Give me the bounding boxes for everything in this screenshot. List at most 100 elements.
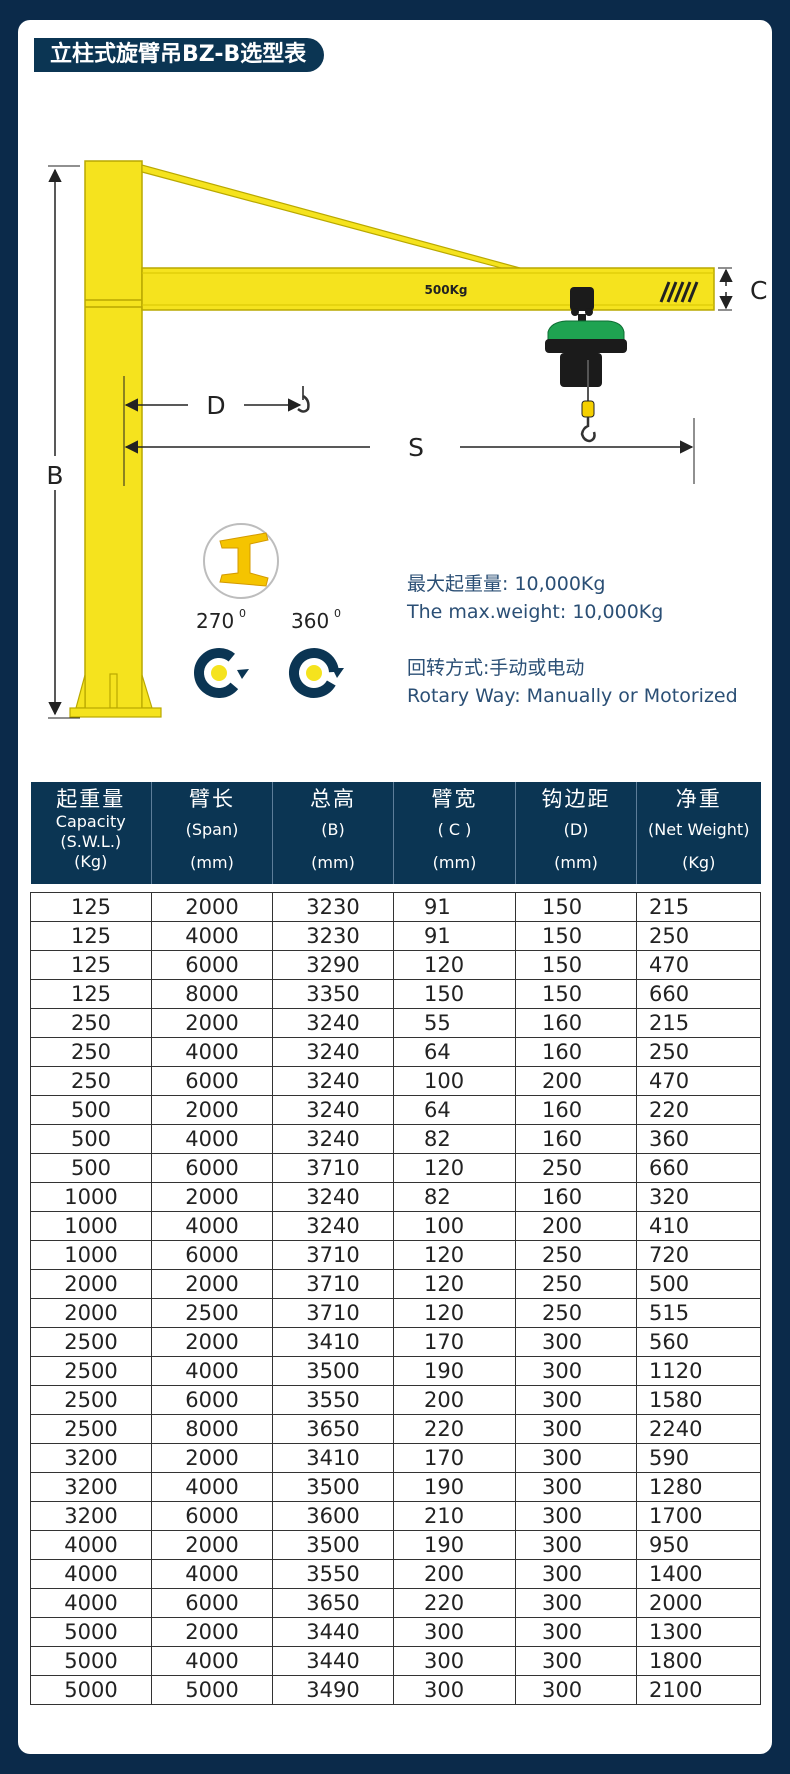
table-cell: 3410	[272, 1327, 394, 1357]
table-cell: 3230	[272, 892, 394, 922]
table-cell: 8000	[151, 1414, 273, 1444]
table-cell: 125	[30, 950, 152, 980]
table-cell: 3710	[272, 1298, 394, 1328]
table-cell: 100	[393, 1066, 516, 1096]
table-row: 125 8000 3350 150 150 660	[30, 979, 761, 1009]
table-cell: 590	[636, 1443, 761, 1473]
table-cell: 250	[636, 921, 761, 951]
table-cell: 3200	[30, 1501, 152, 1531]
table-row: 250 2000 3240 55 160 215	[30, 1008, 761, 1038]
table-cell: 3490	[272, 1675, 394, 1705]
table-cell: 3240	[272, 1008, 394, 1038]
table-cell: 500	[30, 1095, 152, 1125]
table-row: 500 6000 3710 120 250 660	[30, 1153, 761, 1183]
content-card: 立柱式旋臂吊BZ-B选型表	[18, 20, 772, 1754]
rotary-way-en: Rotary Way: Manually or Motorized	[407, 685, 738, 707]
table-cell: 120	[393, 950, 516, 980]
table-cell: 250	[636, 1037, 761, 1067]
beam-section-icon	[203, 523, 279, 599]
table-cell: 300	[515, 1559, 637, 1589]
table-cell: 250	[30, 1008, 152, 1038]
table-cell: 300	[515, 1414, 637, 1444]
rotary-way-zh: 回转方式:手动或电动	[407, 657, 585, 679]
table-cell: 300	[515, 1530, 637, 1560]
table-cell: 2000	[151, 1182, 273, 1212]
page-title: 立柱式旋臂吊BZ-B选型表	[34, 38, 325, 72]
table-row: 250 6000 3240 100 200 470	[30, 1066, 761, 1096]
table-cell: 3710	[272, 1269, 394, 1299]
table-row: 1000 4000 3240 100 200 410	[30, 1211, 761, 1241]
table-cell: 1700	[636, 1501, 761, 1531]
table-row: 5000 5000 3490 300 300 2100	[30, 1675, 761, 1705]
jib-crane-diagram: 500Kg B C	[46, 160, 767, 719]
table-cell: 950	[636, 1530, 761, 1560]
rotation-270-icon: 270 0	[194, 607, 249, 698]
table-cell: 2000	[151, 1617, 273, 1647]
table-cell: 3200	[30, 1443, 152, 1473]
table-cell: 2000	[636, 1588, 761, 1618]
table-row: 250 4000 3240 64 160 250	[30, 1037, 761, 1067]
electric-hoist	[545, 287, 627, 443]
table-cell: 2500	[30, 1414, 152, 1444]
table-cell: 3500	[272, 1356, 394, 1386]
table-row: 2500 2000 3410 170 300 560	[30, 1327, 761, 1357]
table-row: 1000 6000 3710 120 250 720	[30, 1240, 761, 1270]
rotation-360-label: 360	[291, 609, 329, 633]
table-cell: 6000	[151, 1066, 273, 1096]
rotary-way-info: 回转方式:手动或电动 Rotary Way: Manually or Motor…	[407, 654, 738, 710]
table-cell: 220	[393, 1588, 516, 1618]
table-cell: 125	[30, 892, 152, 922]
table-cell: 360	[636, 1124, 761, 1154]
table-cell: 215	[636, 892, 761, 922]
table-row: 1000 2000 3240 82 160 320	[30, 1182, 761, 1212]
table-cell: 150	[515, 892, 637, 922]
table-cell: 3200	[30, 1472, 152, 1502]
table-cell: 220	[636, 1095, 761, 1125]
table-cell: 5000	[151, 1675, 273, 1705]
table-cell: 300	[393, 1675, 516, 1705]
table-cell: 1120	[636, 1356, 761, 1386]
table-cell: 6000	[151, 1501, 273, 1531]
table-cell: 160	[515, 1124, 637, 1154]
table-cell: 120	[393, 1240, 516, 1270]
table-cell: 2000	[151, 1269, 273, 1299]
table-cell: 3650	[272, 1588, 394, 1618]
table-cell: 2500	[151, 1298, 273, 1328]
table-cell: 300	[393, 1617, 516, 1647]
table-cell: 82	[393, 1182, 516, 1212]
header-capacity: 起重量 Capacity (S.W.L.) (Kg)	[30, 782, 152, 884]
header-hook-distance: 钩边距 (D) (mm)	[515, 782, 637, 884]
table-cell: 190	[393, 1356, 516, 1386]
table-cell: 2000	[151, 892, 273, 922]
table-cell: 2000	[151, 1443, 273, 1473]
table-cell: 3650	[272, 1414, 394, 1444]
table-cell: 120	[393, 1153, 516, 1183]
jib-arm: 500Kg	[141, 267, 715, 311]
table-cell: 4000	[151, 1559, 273, 1589]
table-cell: 64	[393, 1095, 516, 1125]
table-cell: 210	[393, 1501, 516, 1531]
table-row: 125 2000 3230 91 150 215	[30, 892, 761, 922]
table-cell: 560	[636, 1327, 761, 1357]
table-row: 3200 2000 3410 170 300 590	[30, 1443, 761, 1473]
table-cell: 2100	[636, 1675, 761, 1705]
table-cell: 1400	[636, 1559, 761, 1589]
table-cell: 3290	[272, 950, 394, 980]
table-cell: 6000	[151, 1385, 273, 1415]
beam-capacity-label: 500Kg	[425, 283, 468, 297]
table-cell: 4000	[151, 1356, 273, 1386]
table-cell: 5000	[30, 1646, 152, 1676]
table-row: 4000 4000 3550 200 300 1400	[30, 1559, 761, 1589]
table-cell: 3550	[272, 1385, 394, 1415]
table-cell: 3240	[272, 1037, 394, 1067]
jib-brace	[141, 164, 521, 274]
table-cell: 6000	[151, 1588, 273, 1618]
table-cell: 4000	[151, 1646, 273, 1676]
table-cell: 500	[636, 1269, 761, 1299]
header-span: 臂长 (Span) (mm)	[151, 782, 273, 884]
table-cell: 91	[393, 892, 516, 922]
table-cell: 320	[636, 1182, 761, 1212]
table-cell: 6000	[151, 1153, 273, 1183]
table-cell: 3710	[272, 1240, 394, 1270]
table-cell: 4000	[151, 1211, 273, 1241]
